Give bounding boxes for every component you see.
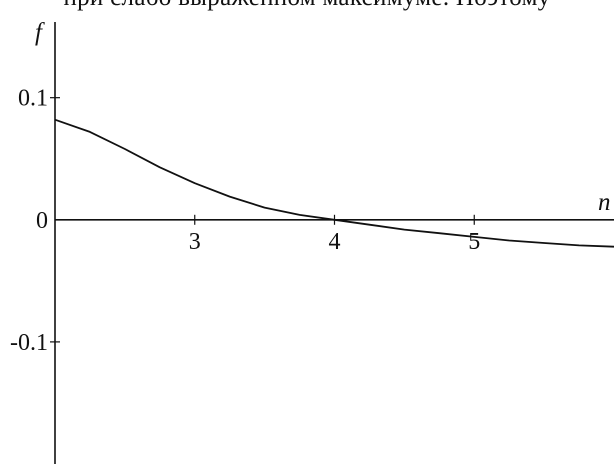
y-tick-label: 0.1 [18, 86, 48, 112]
page-text: при слабо выраженном максимуме. Поэтому [0, 0, 614, 16]
x-tick-label: 5 [468, 229, 480, 255]
y-axis-label: f [35, 19, 45, 46]
x-axis-label: n [598, 189, 611, 216]
x-tick-label: 4 [329, 229, 341, 255]
y-tick-label: -0.1 [10, 330, 48, 356]
data-line [54, 118, 614, 248]
x-tick-label: 3 [189, 229, 201, 255]
ticks: 3 4 5 0.1 0 -0.1 [10, 86, 480, 356]
series-layer [54, 118, 614, 248]
y-tick-label: 0 [36, 208, 48, 234]
